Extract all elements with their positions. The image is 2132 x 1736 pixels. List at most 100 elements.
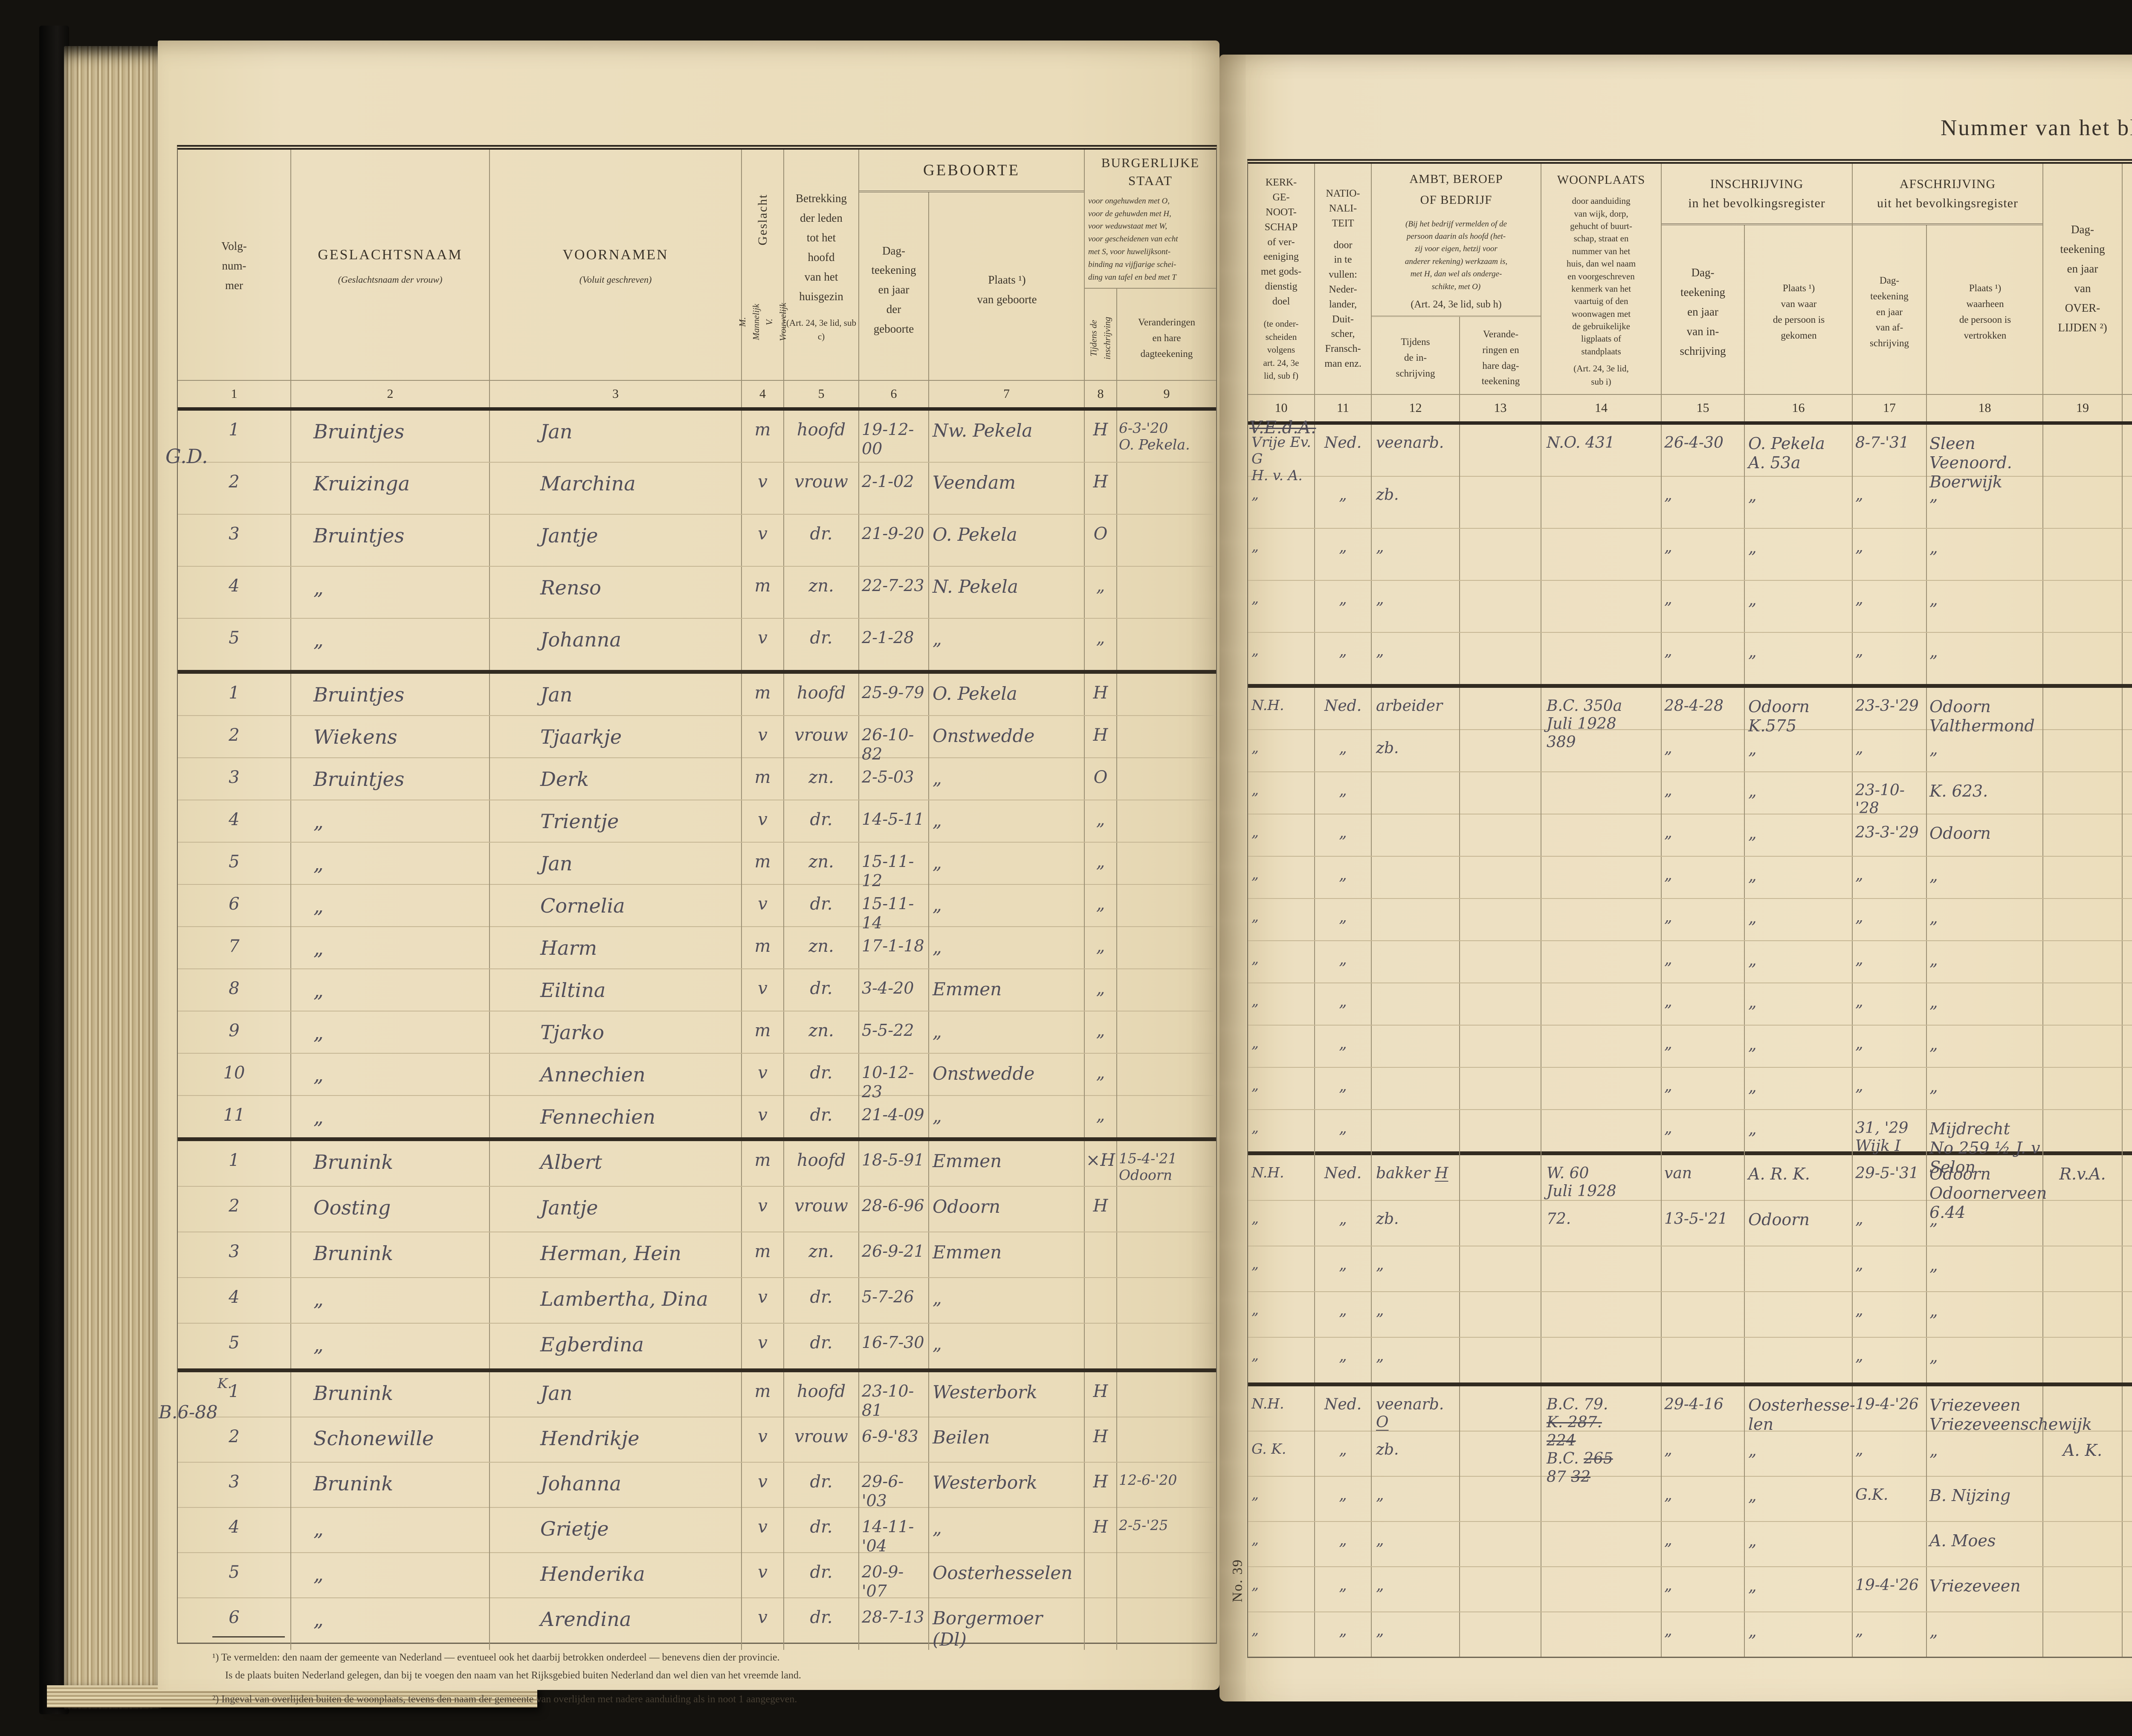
cell-inschrijving-datum: „ — [1662, 1612, 1745, 1657]
cell-beroep-veranderingen — [1460, 772, 1541, 818]
cell-geboortedatum: 14-5-11 — [859, 800, 929, 842]
cell-burgerlijke-staat: H — [1085, 463, 1117, 514]
cell-woonplaats: W. 60 Juli 1928 — [1541, 1155, 1662, 1222]
cell-geboorteplaats: Westerbork — [929, 1463, 1085, 1510]
cell-staat-veranderingen — [1117, 1417, 1216, 1462]
cell-voornamen: Marchina — [490, 463, 742, 514]
cell-inschrijving-plaats: A. R. K. — [1745, 1155, 1853, 1222]
cell-voornamen: Renso — [490, 567, 742, 618]
cell-aanmerkingen — [2123, 857, 2132, 898]
cell-inschrijving-plaats: Oosterhesse- len — [1745, 1386, 1855, 1487]
cell-kerkgenootschap: „ — [1248, 857, 1315, 898]
cell-nationaliteit: „ — [1315, 730, 1372, 771]
cell-voornamen: Jan — [490, 1372, 742, 1420]
table-row-left: 6 „ Arendina v dr. 28-7-13 Borgermoer (D… — [178, 1598, 1216, 1650]
cell-beroep: veenarb. — [1372, 425, 1460, 492]
cell-kerkgenootschap: N.H. — [1248, 1155, 1315, 1222]
table-row-left: 2 Oosting Jantje v vrouw 28-6-96 Odoorn … — [178, 1187, 1216, 1232]
cell-geboorteplaats: Oosterhesselen — [929, 1553, 1085, 1601]
cell-beroep-veranderingen — [1460, 1026, 1541, 1067]
cell-geslachtsnaam: „ — [291, 1096, 490, 1137]
cell-beroep — [1372, 857, 1460, 898]
footnote-2: ²) Ingeval van overlijden buiten de woon… — [212, 1694, 797, 1705]
cell-beroep-veranderingen — [1460, 1246, 1541, 1291]
col-nat-sub: door in te vullen: Neder- lander, Duit- … — [1324, 239, 1361, 369]
cell-geboortedatum: 16-7-30 — [859, 1324, 929, 1368]
cell-inschrijving-plaats: „ — [1745, 857, 1853, 898]
table-row-right: „ „ zb. 72. 13-5-'21 Odoorn „ „ „ — [1248, 1201, 2132, 1246]
cell-beroep — [1372, 983, 1460, 1025]
colnum: 2 — [291, 381, 490, 407]
margin-note-household-1: G.D. — [165, 445, 208, 468]
table-row-left: 2 Wiekens Tjaarkje v vrouw 26-10-82 Onst… — [178, 716, 1216, 764]
cell-staat-veranderingen — [1117, 1011, 1216, 1053]
cell-inschrijving-datum: „ — [1662, 1068, 1745, 1109]
cell-kerkgenootschap: G. K. — [1248, 1432, 1315, 1476]
cell-voornamen: Cornelia — [490, 885, 742, 933]
cell-burgerlijke-staat: H — [1085, 1372, 1117, 1420]
cell-geboortedatum: 3-4-20 — [859, 969, 929, 1011]
cell-nationaliteit: Ned. — [1315, 425, 1372, 492]
colnum: 17 — [1853, 395, 1927, 421]
table-row-left: 1 Bruintjes Jan m hoofd 25-9-79 O. Pekel… — [178, 674, 1216, 716]
cell-kerkgenootschap: „ — [1248, 941, 1315, 982]
cell-geboorteplaats: „ — [929, 843, 1085, 890]
cell-kerkgenootschap: Vrije Ev. G H. v. A. — [1248, 425, 1315, 492]
colnum: 6 — [859, 381, 929, 407]
cell-volgnummer: 3 — [178, 1232, 291, 1277]
household-group-1-left: 1 Bruintjes Jan m hoofd 19-12-00 Nw. Pek… — [178, 411, 1216, 674]
cell-geboorteplaats: O. Pekela — [929, 515, 1085, 566]
table-row-right: „ „ „ „ 23-3-'29 Odoorn — [1248, 814, 2132, 857]
cell-beroep: „ — [1372, 633, 1460, 684]
cell-beroep: „ — [1372, 1477, 1460, 1521]
cell-afschrijving-datum: 31, '29 Wijk I — [1853, 1110, 1927, 1177]
footnotes: ¹) Te vermelden: den naam der gemeente v… — [212, 1636, 1193, 1708]
cell-kerkgenootschap: „ — [1248, 1338, 1315, 1382]
cell-betrekking: zn. — [784, 1232, 859, 1277]
cell-overlijden — [2043, 1612, 2123, 1657]
cell-staat-veranderingen — [1117, 1054, 1216, 1101]
cell-voornamen: Henderika — [490, 1553, 742, 1601]
table-row-left: 1 Brunink Albert m hoofd 18-5-91 Emmen ×… — [178, 1141, 1216, 1187]
cell-woonplaats — [1541, 529, 1662, 580]
colnum: 15 — [1662, 395, 1745, 421]
cell-geslacht: v — [742, 515, 784, 566]
cell-staat-veranderingen — [1117, 1232, 1216, 1277]
cell-inschrijving-plaats: „ — [1745, 941, 1853, 982]
table-row-right: Vrije Ev. G H. v. A. Ned. veenarb. N.O. … — [1248, 425, 2132, 492]
cell-voornamen: Arendina — [490, 1598, 742, 1650]
colnum: 14 — [1541, 395, 1662, 421]
cell-betrekking: dr. — [784, 800, 859, 842]
cell-woonplaats — [1541, 1068, 1662, 1109]
household-group-1-right: Vrije Ev. G H. v. A. Ned. veenarb. N.O. … — [1248, 425, 2132, 688]
cell-afschrijving-datum: „ — [1853, 529, 1927, 580]
cell-voornamen: Jan — [490, 843, 742, 890]
register-right-page: Nummer van het blad KERK- GE- NOOT- SCHA… — [1220, 55, 2132, 1701]
cell-beroep-veranderingen — [1460, 425, 1541, 492]
cell-staat-veranderingen — [1117, 716, 1216, 764]
cell-geboorteplaats: Borgermoer (Dl) — [929, 1598, 1085, 1650]
cell-geboortedatum: 10-12-23 — [859, 1054, 929, 1101]
cell-geboortedatum: 25-9-79 — [859, 674, 929, 715]
cell-beroep-veranderingen — [1460, 1201, 1541, 1246]
cell-beroep-veranderingen — [1460, 633, 1541, 684]
cell-kerkgenootschap: „ — [1248, 1246, 1315, 1291]
cell-beroep: zb. — [1372, 1201, 1460, 1246]
cell-nationaliteit: Ned. — [1315, 688, 1372, 752]
cell-betrekking: dr. — [784, 1508, 859, 1556]
cell-beroep: zb. — [1372, 477, 1460, 528]
cell-voornamen: Tjarko — [490, 1011, 742, 1053]
cell-geslacht: m — [742, 674, 784, 715]
cell-afschrijving-plaats: Odoorn — [1927, 814, 2043, 856]
group-ambt-beroep: AMBT, BEROEP OF BEDRIJF (Bij het bedrijf… — [1372, 164, 1541, 399]
cell-aanmerkingen: „ — [2123, 529, 2132, 580]
col-geslacht: Geslacht M. Mannelijk V. Vrouwelijk — [737, 150, 788, 383]
cell-geboorteplaats: Beilen — [929, 1417, 1085, 1462]
table-row-right: „ „ „ „ 31, '29 Wijk I Mijdrecht No 259 … — [1248, 1110, 2132, 1177]
cell-geboortedatum: 29-6-'03 — [859, 1463, 929, 1510]
col-afschrijving-plaats: Plaats ¹) waarheen de persoon is vertrok… — [1927, 225, 2043, 399]
cell-inschrijving-plaats: Odoorn K.575 — [1745, 688, 1853, 752]
cell-beroep: zb. — [1372, 730, 1460, 771]
cell-beroep: „ — [1372, 529, 1460, 580]
cell-inschrijving-plaats: „ — [1745, 1567, 1853, 1611]
